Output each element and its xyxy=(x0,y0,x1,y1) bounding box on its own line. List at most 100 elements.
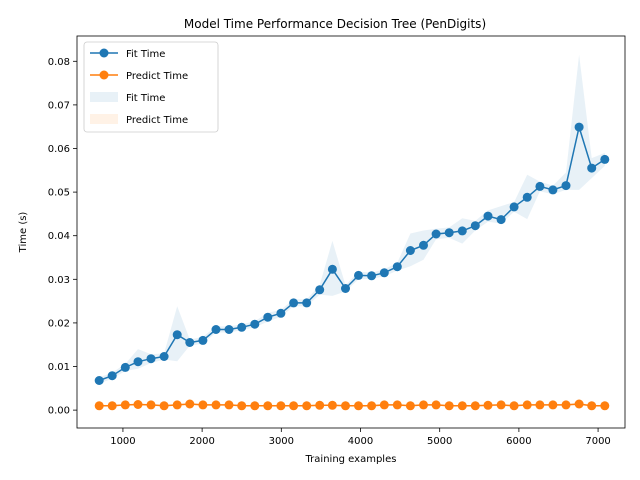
chart-title: Model Time Performance Decision Tree (Pe… xyxy=(184,17,486,31)
fit-time-point xyxy=(94,376,104,385)
fit-time-point xyxy=(263,312,273,322)
predict-time-point xyxy=(561,400,571,410)
fit-time-point xyxy=(315,285,325,295)
fit-time-point xyxy=(237,322,247,332)
predict-time-point xyxy=(250,401,260,411)
predict-time-point xyxy=(354,401,363,411)
predict-time-point xyxy=(535,400,545,410)
predict-time-point xyxy=(587,401,597,411)
fit-time-point xyxy=(133,357,143,367)
predict-time-point xyxy=(146,400,156,410)
predict-time-point xyxy=(94,401,104,411)
predict-time-point xyxy=(276,401,286,411)
x-tick-label: 7000 xyxy=(585,436,610,447)
fit-time-point xyxy=(574,122,584,132)
predict-time-point xyxy=(198,400,208,410)
fit-time-point xyxy=(457,226,467,236)
fit-time-point xyxy=(224,325,234,334)
fit-time-point xyxy=(392,262,402,272)
fit-time-point xyxy=(379,268,389,278)
fit-time-point xyxy=(509,202,519,212)
predict-time-point xyxy=(392,400,402,410)
predict-time-point xyxy=(444,401,454,411)
predict-time-point xyxy=(224,400,234,410)
fit-time-point xyxy=(483,211,493,221)
fit-time-point xyxy=(341,284,350,293)
fit-time-point xyxy=(419,240,428,250)
fit-time-point xyxy=(496,215,506,225)
y-tick-label: 0.02 xyxy=(48,318,70,329)
x-tick-label: 6000 xyxy=(506,436,531,447)
predict-time-point xyxy=(172,400,182,410)
y-tick-label: 0.06 xyxy=(48,144,70,155)
fit-time-point xyxy=(159,352,169,361)
fit-time-point xyxy=(250,319,260,329)
x-tick-label: 5000 xyxy=(427,436,452,447)
y-tick-label: 0.04 xyxy=(48,231,70,242)
fit-time-point xyxy=(444,228,454,238)
y-axis-label: Time (s) xyxy=(18,212,29,254)
legend-fit-time-label: Fit Time xyxy=(126,93,165,104)
fit-time-point xyxy=(185,338,195,347)
predict-time-point xyxy=(405,401,415,411)
predict-time-point xyxy=(509,401,519,411)
fit-time-point xyxy=(561,181,571,191)
predict-time-point xyxy=(159,401,169,411)
predict-time-point xyxy=(341,401,350,411)
fit-time-point xyxy=(548,185,558,195)
x-axis-label: Training examples xyxy=(305,454,397,465)
fit-time-point xyxy=(120,362,130,372)
series-points xyxy=(94,122,610,411)
predict-time-point xyxy=(431,400,441,410)
y-tick-label: 0.03 xyxy=(48,275,70,286)
fit-time-point xyxy=(600,154,610,164)
y-tick-label: 0.01 xyxy=(48,362,70,373)
legend-fit-time-marker xyxy=(99,48,109,58)
predict-time-point xyxy=(483,400,493,410)
legend-predict-time-marker xyxy=(99,70,109,80)
predict-time-point xyxy=(548,400,558,410)
fit-time-point xyxy=(289,298,299,308)
plot-area-frame xyxy=(76,35,626,429)
y-tick-label: 0.07 xyxy=(48,100,70,111)
predict-time-point xyxy=(237,401,247,411)
legend-predict-time-band-swatch xyxy=(90,114,118,124)
predict-time-point xyxy=(600,401,610,411)
predict-time-point xyxy=(327,400,337,410)
fit-time-point xyxy=(302,298,312,308)
predict-time-point xyxy=(522,400,532,410)
predict-time-point xyxy=(367,401,377,411)
x-tick-label: 3000 xyxy=(269,436,294,447)
x-tick-label: 1000 xyxy=(110,436,135,447)
fit-time-point xyxy=(198,335,208,345)
predict-time-point xyxy=(211,400,221,410)
predict-time-point xyxy=(379,400,389,410)
legend-box xyxy=(83,41,219,133)
predict-time-point xyxy=(120,400,130,410)
fit-time-point xyxy=(327,264,337,274)
y-axis-ticks: 0.00 0.01 0.02 0.03 0.04 0.05 0.06 0.07 0.08 xyxy=(48,57,77,417)
fit-time-point xyxy=(211,325,221,334)
predict-time-point xyxy=(263,401,273,411)
y-tick-label: 0.08 xyxy=(48,57,70,68)
predict-time-point xyxy=(185,399,195,409)
predict-time-point xyxy=(496,400,506,410)
fit-time-point xyxy=(405,246,415,255)
legend-fit-time-band-swatch xyxy=(90,92,118,102)
predict-time-point xyxy=(107,401,117,411)
fit-time-point xyxy=(354,270,363,280)
predict-time-point xyxy=(470,401,480,411)
predict-time-point xyxy=(302,401,312,411)
legend-predict-time-label: Predict Time xyxy=(126,115,188,126)
fit-time-point xyxy=(470,221,480,231)
fit-time-point xyxy=(535,181,545,191)
fit-time-point xyxy=(587,163,597,173)
predict-time-point xyxy=(457,401,467,411)
predict-time-point xyxy=(315,400,325,410)
y-tick-label: 0.05 xyxy=(48,188,70,199)
x-tick-label: 4000 xyxy=(348,436,373,447)
predict-time-point xyxy=(133,400,143,409)
fit-time-point xyxy=(276,308,286,318)
fit-time-point xyxy=(107,371,117,381)
fit-time-point xyxy=(431,229,441,239)
